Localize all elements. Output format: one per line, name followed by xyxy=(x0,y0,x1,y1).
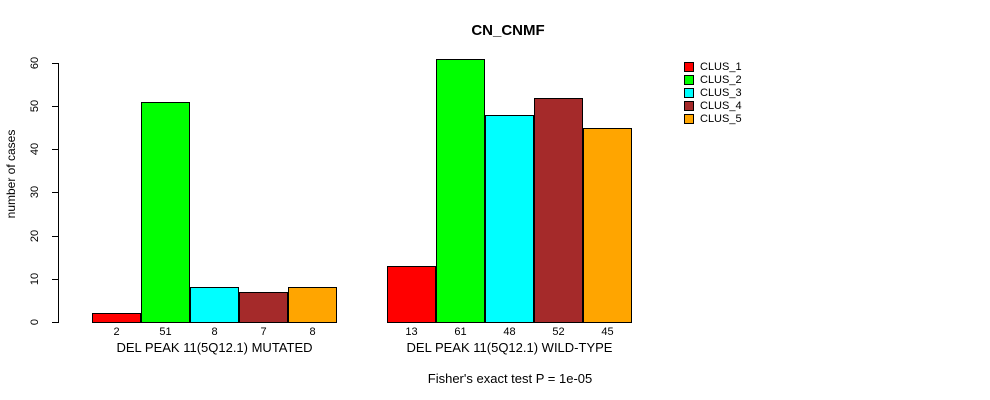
group-label: DEL PEAK 11(5Q12.1) WILD-TYPE xyxy=(406,340,613,355)
bar-clus_3 xyxy=(190,287,239,323)
bar-clus_5 xyxy=(583,128,632,323)
chart-title: CN_CNMF xyxy=(471,22,545,39)
bar-clus_4 xyxy=(239,292,288,323)
bar-clus_2 xyxy=(141,102,190,323)
legend-swatch-icon xyxy=(684,75,694,85)
legend-row: CLUS_1 xyxy=(684,61,742,73)
y-tick-mark xyxy=(52,106,58,107)
bar-clus_3 xyxy=(485,115,534,323)
y-tick-label: 20 xyxy=(29,229,41,243)
bar-value-label: 51 xyxy=(159,326,172,338)
group-label: DEL PEAK 11(5Q12.1) MUTATED xyxy=(116,340,313,355)
legend-label: CLUS_4 xyxy=(700,100,742,112)
legend-label: CLUS_1 xyxy=(700,61,742,73)
y-tick-mark xyxy=(52,192,58,193)
bar-value-label: 8 xyxy=(211,326,218,338)
y-axis-label: number of cases xyxy=(4,129,18,219)
legend-swatch-icon xyxy=(684,62,694,72)
bar-value-label: 2 xyxy=(113,326,120,338)
bar-clus_1 xyxy=(387,266,436,323)
bar-value-label: 7 xyxy=(260,326,267,338)
fisher-test-annotation: Fisher's exact test P = 1e-05 xyxy=(427,371,593,386)
y-tick-mark xyxy=(52,63,58,64)
y-tick-mark xyxy=(52,322,58,323)
bar-clus_2 xyxy=(436,59,485,323)
legend-row: CLUS_3 xyxy=(684,87,742,99)
bar-clus_5 xyxy=(288,287,337,323)
y-axis-line xyxy=(58,63,59,323)
legend: CLUS_1 CLUS_2 CLUS_3 CLUS_4 CLUS_5 xyxy=(684,61,742,125)
y-tick-mark xyxy=(52,279,58,280)
y-tick-label: 40 xyxy=(29,142,41,156)
legend-label: CLUS_3 xyxy=(700,87,742,99)
legend-row: CLUS_4 xyxy=(684,100,742,112)
y-tick-label: 10 xyxy=(29,272,41,286)
y-tick-label: 60 xyxy=(29,56,41,70)
y-tick-label: 30 xyxy=(29,185,41,199)
legend-swatch-icon xyxy=(684,101,694,111)
bar-value-label: 45 xyxy=(601,326,614,338)
legend-swatch-icon xyxy=(684,114,694,124)
bar-value-label: 13 xyxy=(405,326,418,338)
y-tick-mark xyxy=(52,236,58,237)
y-tick-mark xyxy=(52,149,58,150)
bar-value-label: 48 xyxy=(503,326,516,338)
bar-value-label: 8 xyxy=(309,326,316,338)
bar-value-label: 52 xyxy=(552,326,565,338)
bar-value-label: 61 xyxy=(454,326,467,338)
y-tick-label: 50 xyxy=(29,99,41,113)
legend-label: CLUS_5 xyxy=(700,113,742,125)
legend-row: CLUS_5 xyxy=(684,113,742,125)
legend-row: CLUS_2 xyxy=(684,74,742,86)
y-tick-label: 0 xyxy=(29,318,41,326)
bar-clus_1 xyxy=(92,313,141,323)
legend-swatch-icon xyxy=(684,88,694,98)
legend-label: CLUS_2 xyxy=(700,74,742,86)
bar-clus_4 xyxy=(534,98,583,323)
